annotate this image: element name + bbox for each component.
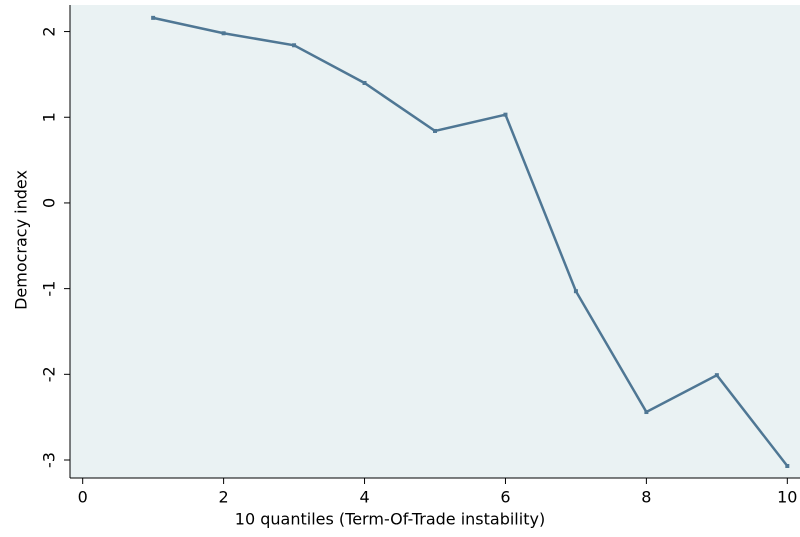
- marker: [151, 15, 156, 20]
- marker: [503, 112, 508, 117]
- marker: [433, 128, 437, 133]
- plot-background: [70, 5, 800, 478]
- y-tick-label: 0: [40, 198, 59, 208]
- marker: [221, 31, 226, 36]
- y-tick-label: -3: [40, 452, 59, 468]
- marker: [292, 43, 297, 48]
- x-tick-label: 0: [78, 488, 88, 507]
- y-tick-label: -1: [40, 281, 59, 297]
- y-tick-label: 1: [40, 112, 59, 122]
- marker: [573, 289, 578, 294]
- marker: [714, 373, 719, 378]
- x-tick-label: 8: [641, 488, 651, 507]
- x-tick-label: 4: [359, 488, 369, 507]
- x-axis-label: 10 quantiles (Term-Of-Trade instability): [235, 510, 545, 529]
- y-tick-label: -2: [40, 366, 59, 382]
- y-tick-label: 2: [40, 26, 59, 36]
- x-tick-label: 6: [500, 488, 510, 507]
- marker: [644, 410, 649, 415]
- y-axis-label: Democracy index: [12, 170, 31, 310]
- x-tick-label: 10: [777, 488, 797, 507]
- marker: [785, 464, 790, 469]
- x-tick-label: 2: [219, 488, 229, 507]
- marker: [362, 80, 367, 85]
- line: [152, 16, 789, 467]
